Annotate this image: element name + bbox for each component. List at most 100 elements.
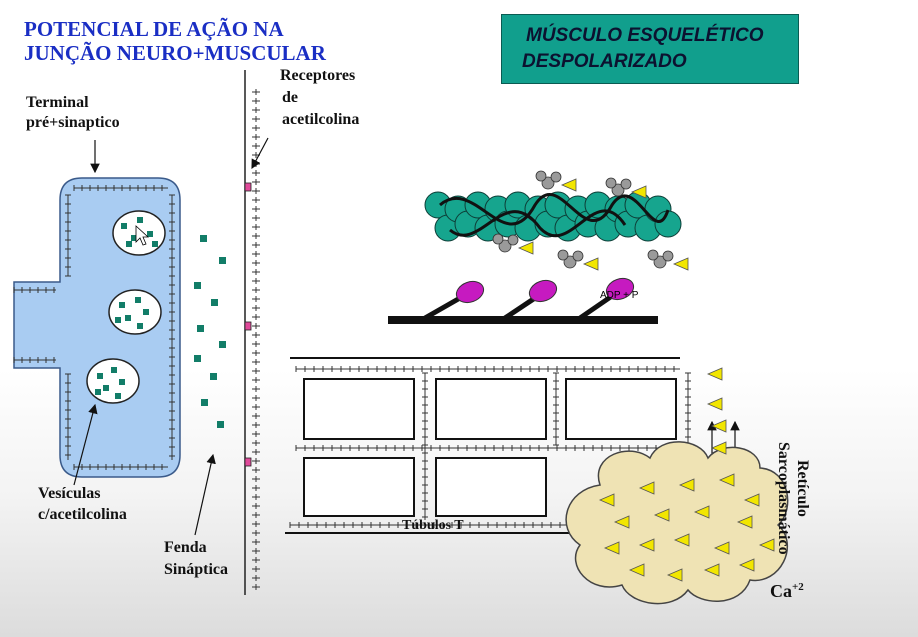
- troponin-bead: [620, 178, 632, 190]
- acetylcholine-dot: [200, 235, 207, 242]
- calcium-triangle: [638, 481, 655, 495]
- vesicles-label-2: c/acetilcolina: [38, 506, 127, 523]
- vesicle-2: [108, 289, 162, 335]
- acetylcholine-dot: [131, 235, 137, 241]
- calcium-triangle: [706, 367, 723, 381]
- calcium-label: Ca+2: [770, 577, 804, 601]
- reticulum-label-2: Sarcoplasmático: [775, 442, 792, 555]
- myofibril-5: [435, 457, 547, 517]
- troponin-bead: [662, 250, 674, 262]
- terminal-membrane-charges: [13, 185, 175, 470]
- postsynaptic-membrane: [244, 70, 260, 595]
- sarcoplasmic-reticulum: [565, 367, 789, 605]
- acetylcholine-in-cleft: [194, 235, 226, 428]
- acetylcholine-dot: [201, 399, 208, 406]
- title-line-2: JUNÇÃO NEURO+MUSCULAR: [24, 41, 326, 65]
- calcium-triangle: [582, 257, 599, 271]
- acetylcholine-dot: [137, 217, 143, 223]
- released-calcium: [706, 367, 727, 455]
- terminal-label-1: Terminal: [26, 94, 89, 111]
- calcium-triangle: [560, 178, 577, 192]
- troponin-bead: [611, 183, 625, 197]
- calcium-triangle: [718, 473, 735, 487]
- calcium-triangle: [666, 568, 683, 582]
- calcium-triangle: [673, 533, 690, 547]
- acetylcholine-dot: [119, 379, 125, 385]
- acetylcholine-dot: [125, 315, 131, 321]
- calcium-triangle: [738, 558, 755, 572]
- calcium-triangle: [630, 185, 647, 199]
- calcium-triangle: [706, 397, 723, 411]
- calcium-triangle: [758, 538, 775, 552]
- receptors-label-1: Receptores: [280, 67, 356, 84]
- calcium-triangle: [598, 493, 615, 507]
- acetylcholine-dot: [135, 297, 141, 303]
- calcium-triangle: [613, 515, 630, 529]
- acetylcholine-dot: [115, 317, 121, 323]
- vesicles: [86, 210, 166, 404]
- reticulum-label-1: Retículo: [794, 460, 811, 517]
- troponin-bead: [653, 255, 667, 269]
- calcium-triangle: [736, 515, 753, 529]
- calcium-symbol: Ca: [770, 581, 792, 601]
- calcium-triangle: [517, 241, 534, 255]
- calcium-triangle: [628, 563, 645, 577]
- myofibril-2: [435, 378, 547, 440]
- state-box-line-1: MÚSCULO ESQUELÉTICO: [526, 25, 764, 46]
- calcium-triangle: [693, 505, 710, 519]
- receptors-label-2: de: [282, 89, 298, 106]
- calcium-triangle: [713, 541, 730, 555]
- calcium-triangle: [678, 478, 695, 492]
- receptors-label-3: acetilcolina: [282, 111, 360, 128]
- myosin-heads: [423, 277, 635, 321]
- t-tubule-system: [285, 357, 691, 534]
- myofibril-1: [303, 378, 415, 440]
- bound-calcium: [517, 178, 689, 271]
- troponin-bead: [572, 250, 584, 262]
- troponin-bead: [541, 176, 555, 190]
- acetylcholine-dot: [95, 389, 101, 395]
- troponin-bead: [605, 177, 617, 189]
- calcium-triangle: [638, 538, 655, 552]
- troponin-bead: [498, 239, 512, 253]
- cleft-label-2: Sináptica: [164, 561, 229, 578]
- acetylcholine-dot: [219, 257, 226, 264]
- acetylcholine-in-vesicles: [95, 217, 158, 399]
- actin-filament: [424, 191, 682, 242]
- acetylcholine-dot: [119, 302, 125, 308]
- acetylcholine-dot: [97, 373, 103, 379]
- stored-calcium: [598, 473, 775, 582]
- acetylcholine-dot: [126, 241, 132, 247]
- troponin-bead: [550, 171, 562, 183]
- calcium-triangle: [710, 419, 727, 433]
- myofibril-3: [565, 378, 677, 440]
- adp-label: ADP + P: [600, 290, 639, 301]
- calcium-triangle: [603, 541, 620, 555]
- calcium-triangle: [653, 508, 670, 522]
- calcium-triangle: [743, 493, 760, 507]
- troponin-bead: [557, 249, 569, 261]
- acetylcholine-dot: [194, 282, 201, 289]
- receptor-markers: [244, 182, 252, 467]
- acetylcholine-dot: [197, 325, 204, 332]
- acetylcholine-dot: [210, 373, 217, 380]
- calcium-triangle: [672, 257, 689, 271]
- tropomyosin-strand: [439, 192, 670, 226]
- acetylcholine-dot: [111, 367, 117, 373]
- acetylcholine-dot: [219, 341, 226, 348]
- troponin-bead: [492, 233, 504, 245]
- myofibril-4: [303, 457, 415, 517]
- acetylcholine-dot: [143, 309, 149, 315]
- tubules-label: Túbulos T: [402, 518, 464, 533]
- vesicles-label-1: Vesículas: [38, 485, 101, 502]
- terminal-label-2: pré+sinaptico: [26, 114, 120, 131]
- sarcomere: [388, 170, 689, 324]
- acetylcholine-dot: [194, 355, 201, 362]
- myosin-filament: [388, 316, 658, 324]
- actin-bead: [654, 210, 682, 238]
- acetylcholine-dot: [211, 299, 218, 306]
- calcium-triangle: [710, 441, 727, 455]
- state-box: MÚSCULO ESQUELÉTICO DESPOLARIZADO: [501, 14, 799, 84]
